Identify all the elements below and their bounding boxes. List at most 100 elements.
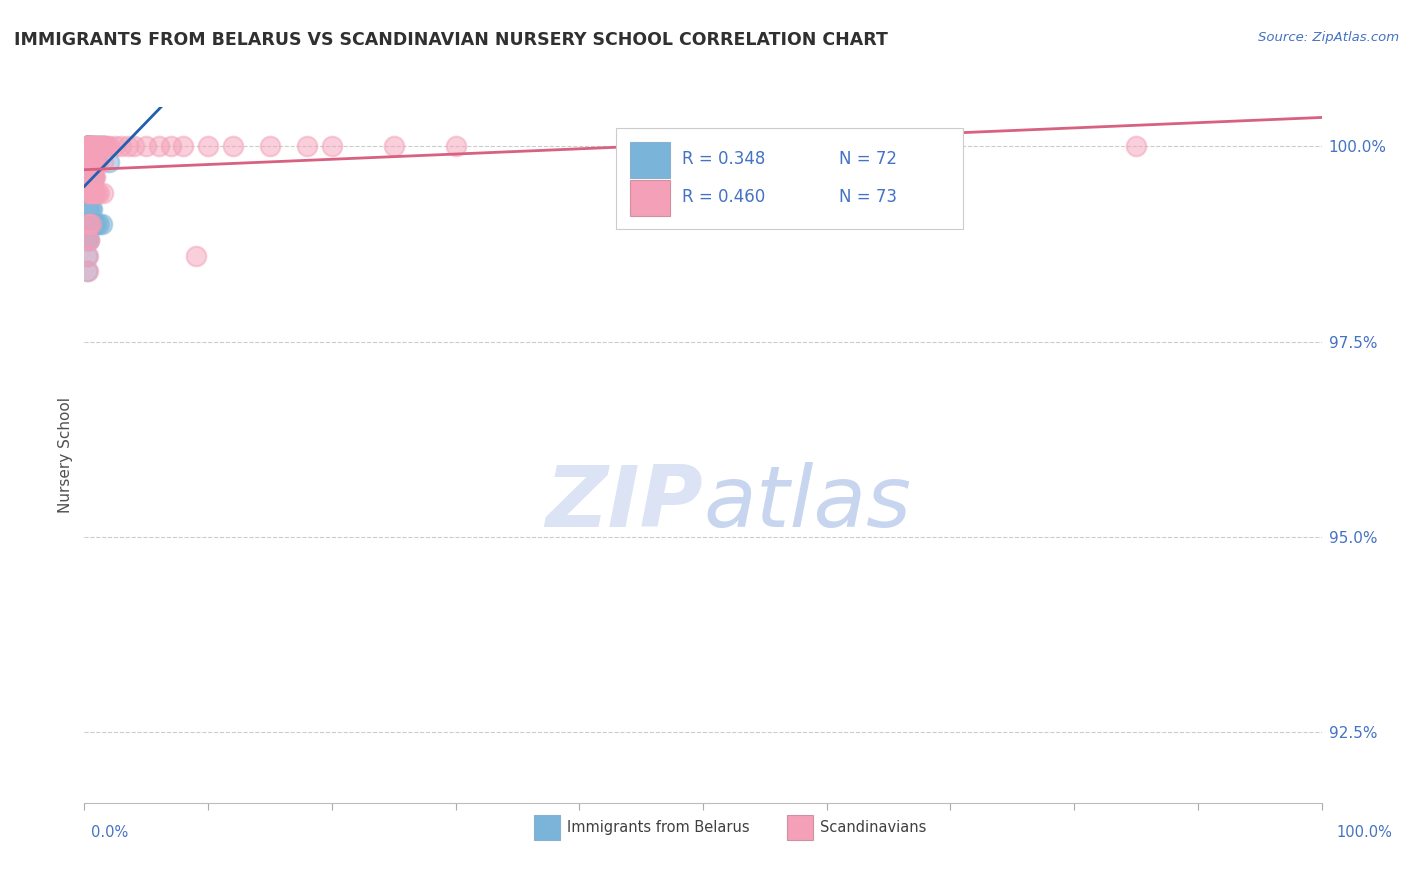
Point <box>77 186 100 200</box>
Point <box>104 139 127 153</box>
Point <box>76 139 98 153</box>
Point <box>87 139 110 153</box>
Point <box>79 217 101 231</box>
Text: R = 0.460: R = 0.460 <box>682 188 765 206</box>
Point <box>79 139 101 153</box>
Point <box>79 154 101 169</box>
Point <box>135 139 157 153</box>
Point <box>83 186 105 200</box>
Point <box>122 139 145 153</box>
Text: Immigrants from Belarus: Immigrants from Belarus <box>567 821 749 835</box>
Point <box>80 217 103 231</box>
Point <box>77 154 100 169</box>
Point <box>82 154 104 169</box>
Point <box>79 186 101 200</box>
Point <box>79 154 101 169</box>
Point <box>90 217 112 231</box>
Point <box>79 186 101 200</box>
Point <box>79 139 101 153</box>
Point <box>79 233 101 247</box>
Point <box>80 170 103 185</box>
Point <box>79 139 101 153</box>
Text: N = 73: N = 73 <box>839 188 897 206</box>
Point <box>76 139 98 153</box>
Point <box>79 154 101 169</box>
Point <box>79 170 101 185</box>
Point <box>80 139 103 153</box>
Point <box>77 139 100 153</box>
Point <box>83 154 105 169</box>
Point <box>98 139 121 153</box>
Point <box>79 139 101 153</box>
Point <box>77 154 100 169</box>
Point <box>76 233 98 247</box>
Point <box>382 139 405 153</box>
Point <box>77 154 100 169</box>
Point <box>79 217 101 231</box>
Point <box>79 139 101 153</box>
Text: Source: ZipAtlas.com: Source: ZipAtlas.com <box>1258 31 1399 45</box>
Point <box>82 186 104 200</box>
Point <box>79 139 101 153</box>
Point <box>83 217 105 231</box>
Point <box>80 139 103 153</box>
Text: R = 0.348: R = 0.348 <box>682 150 765 169</box>
Point <box>1125 139 1147 153</box>
Point <box>77 154 100 169</box>
Point <box>84 139 107 153</box>
Point <box>259 139 281 153</box>
Point <box>79 154 101 169</box>
Point <box>89 139 111 153</box>
Point <box>79 233 101 247</box>
Point <box>84 186 107 200</box>
Point <box>79 139 101 153</box>
Y-axis label: Nursery School: Nursery School <box>58 397 73 513</box>
Point <box>79 170 101 185</box>
Point <box>76 139 98 153</box>
Point <box>79 217 101 231</box>
Point <box>76 139 98 153</box>
Point <box>79 186 101 200</box>
Point <box>79 217 101 231</box>
Point <box>79 186 101 200</box>
Point <box>160 139 183 153</box>
Point <box>77 264 100 278</box>
Point <box>82 217 104 231</box>
Text: IMMIGRANTS FROM BELARUS VS SCANDINAVIAN NURSERY SCHOOL CORRELATION CHART: IMMIGRANTS FROM BELARUS VS SCANDINAVIAN … <box>14 31 889 49</box>
Point <box>80 154 103 169</box>
Text: Scandinavians: Scandinavians <box>820 821 927 835</box>
Point <box>77 139 100 153</box>
Point <box>77 139 100 153</box>
Point <box>80 170 103 185</box>
Point <box>91 186 114 200</box>
Point <box>98 154 121 169</box>
Point <box>197 139 219 153</box>
Point <box>77 139 100 153</box>
Text: 0.0%: 0.0% <box>91 825 128 840</box>
Point <box>77 139 100 153</box>
Point <box>110 139 132 153</box>
Point <box>321 139 343 153</box>
FancyBboxPatch shape <box>630 142 669 178</box>
Point <box>93 139 115 153</box>
Point <box>77 139 100 153</box>
Point <box>89 139 111 153</box>
Point <box>222 139 245 153</box>
Point <box>295 139 318 153</box>
Point <box>77 139 100 153</box>
Point <box>76 249 98 263</box>
Point <box>77 217 100 231</box>
FancyBboxPatch shape <box>630 180 669 216</box>
Point <box>79 202 101 216</box>
Point <box>80 186 103 200</box>
Point <box>80 154 103 169</box>
Point <box>148 139 170 153</box>
Point <box>76 217 98 231</box>
Point <box>77 249 100 263</box>
Point <box>77 186 100 200</box>
Point <box>91 139 114 153</box>
Point <box>83 154 105 169</box>
Point <box>80 202 103 216</box>
Point <box>79 202 101 216</box>
Point <box>76 139 98 153</box>
